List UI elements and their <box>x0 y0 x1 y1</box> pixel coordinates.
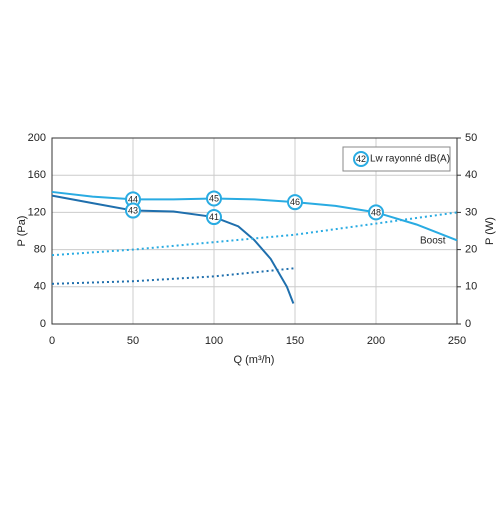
x-tick-label: 50 <box>127 335 139 347</box>
y-tick-label: 120 <box>28 206 46 218</box>
y-axis-label: P (Pa) <box>16 216 28 247</box>
y-tick-label: 80 <box>34 244 46 256</box>
y2-tick-label: 50 <box>465 132 477 144</box>
series-line <box>51 190 458 242</box>
x-tick-label: 0 <box>49 335 55 347</box>
y-tick-label: 200 <box>28 132 46 144</box>
plot-frame <box>51 137 458 325</box>
y2-tick-label: 20 <box>465 244 477 256</box>
sound-label: 43 <box>128 205 138 215</box>
sound-label: 45 <box>209 193 219 203</box>
series-line <box>51 267 296 285</box>
sound-marker <box>206 209 222 226</box>
y2-tick-label: 30 <box>465 206 477 218</box>
legend-label: Lw rayonné dB(A) <box>370 154 450 165</box>
y-tick-label: 160 <box>28 169 46 181</box>
y2-tick-label: 40 <box>465 169 477 181</box>
legend-marker <box>353 151 369 167</box>
sound-marker <box>125 202 141 219</box>
series-line <box>51 194 295 304</box>
y2-tick-label: 10 <box>465 281 477 293</box>
y-tick-label: 40 <box>34 281 46 293</box>
sound-label: 44 <box>128 194 138 204</box>
y-tick-label: 0 <box>40 318 46 330</box>
sound-label: 48 <box>371 207 381 217</box>
annotation: Boost <box>420 236 446 247</box>
sound-label: 46 <box>290 197 300 207</box>
x-tick-label: 100 <box>205 335 223 347</box>
sound-marker <box>287 194 303 211</box>
sound-label: 41 <box>209 212 219 222</box>
x-tick-label: 150 <box>286 335 304 347</box>
sound-marker <box>206 190 222 207</box>
legend-marker-label: 42 <box>356 154 366 164</box>
x-tick-label: 200 <box>367 335 385 347</box>
y2-tick-label: 0 <box>465 318 471 330</box>
x-axis-label: Q (m³/h) <box>234 354 275 366</box>
y2-axis-label: P (W) <box>484 217 496 245</box>
sound-marker <box>368 204 384 221</box>
x-tick-label: 250 <box>448 335 466 347</box>
